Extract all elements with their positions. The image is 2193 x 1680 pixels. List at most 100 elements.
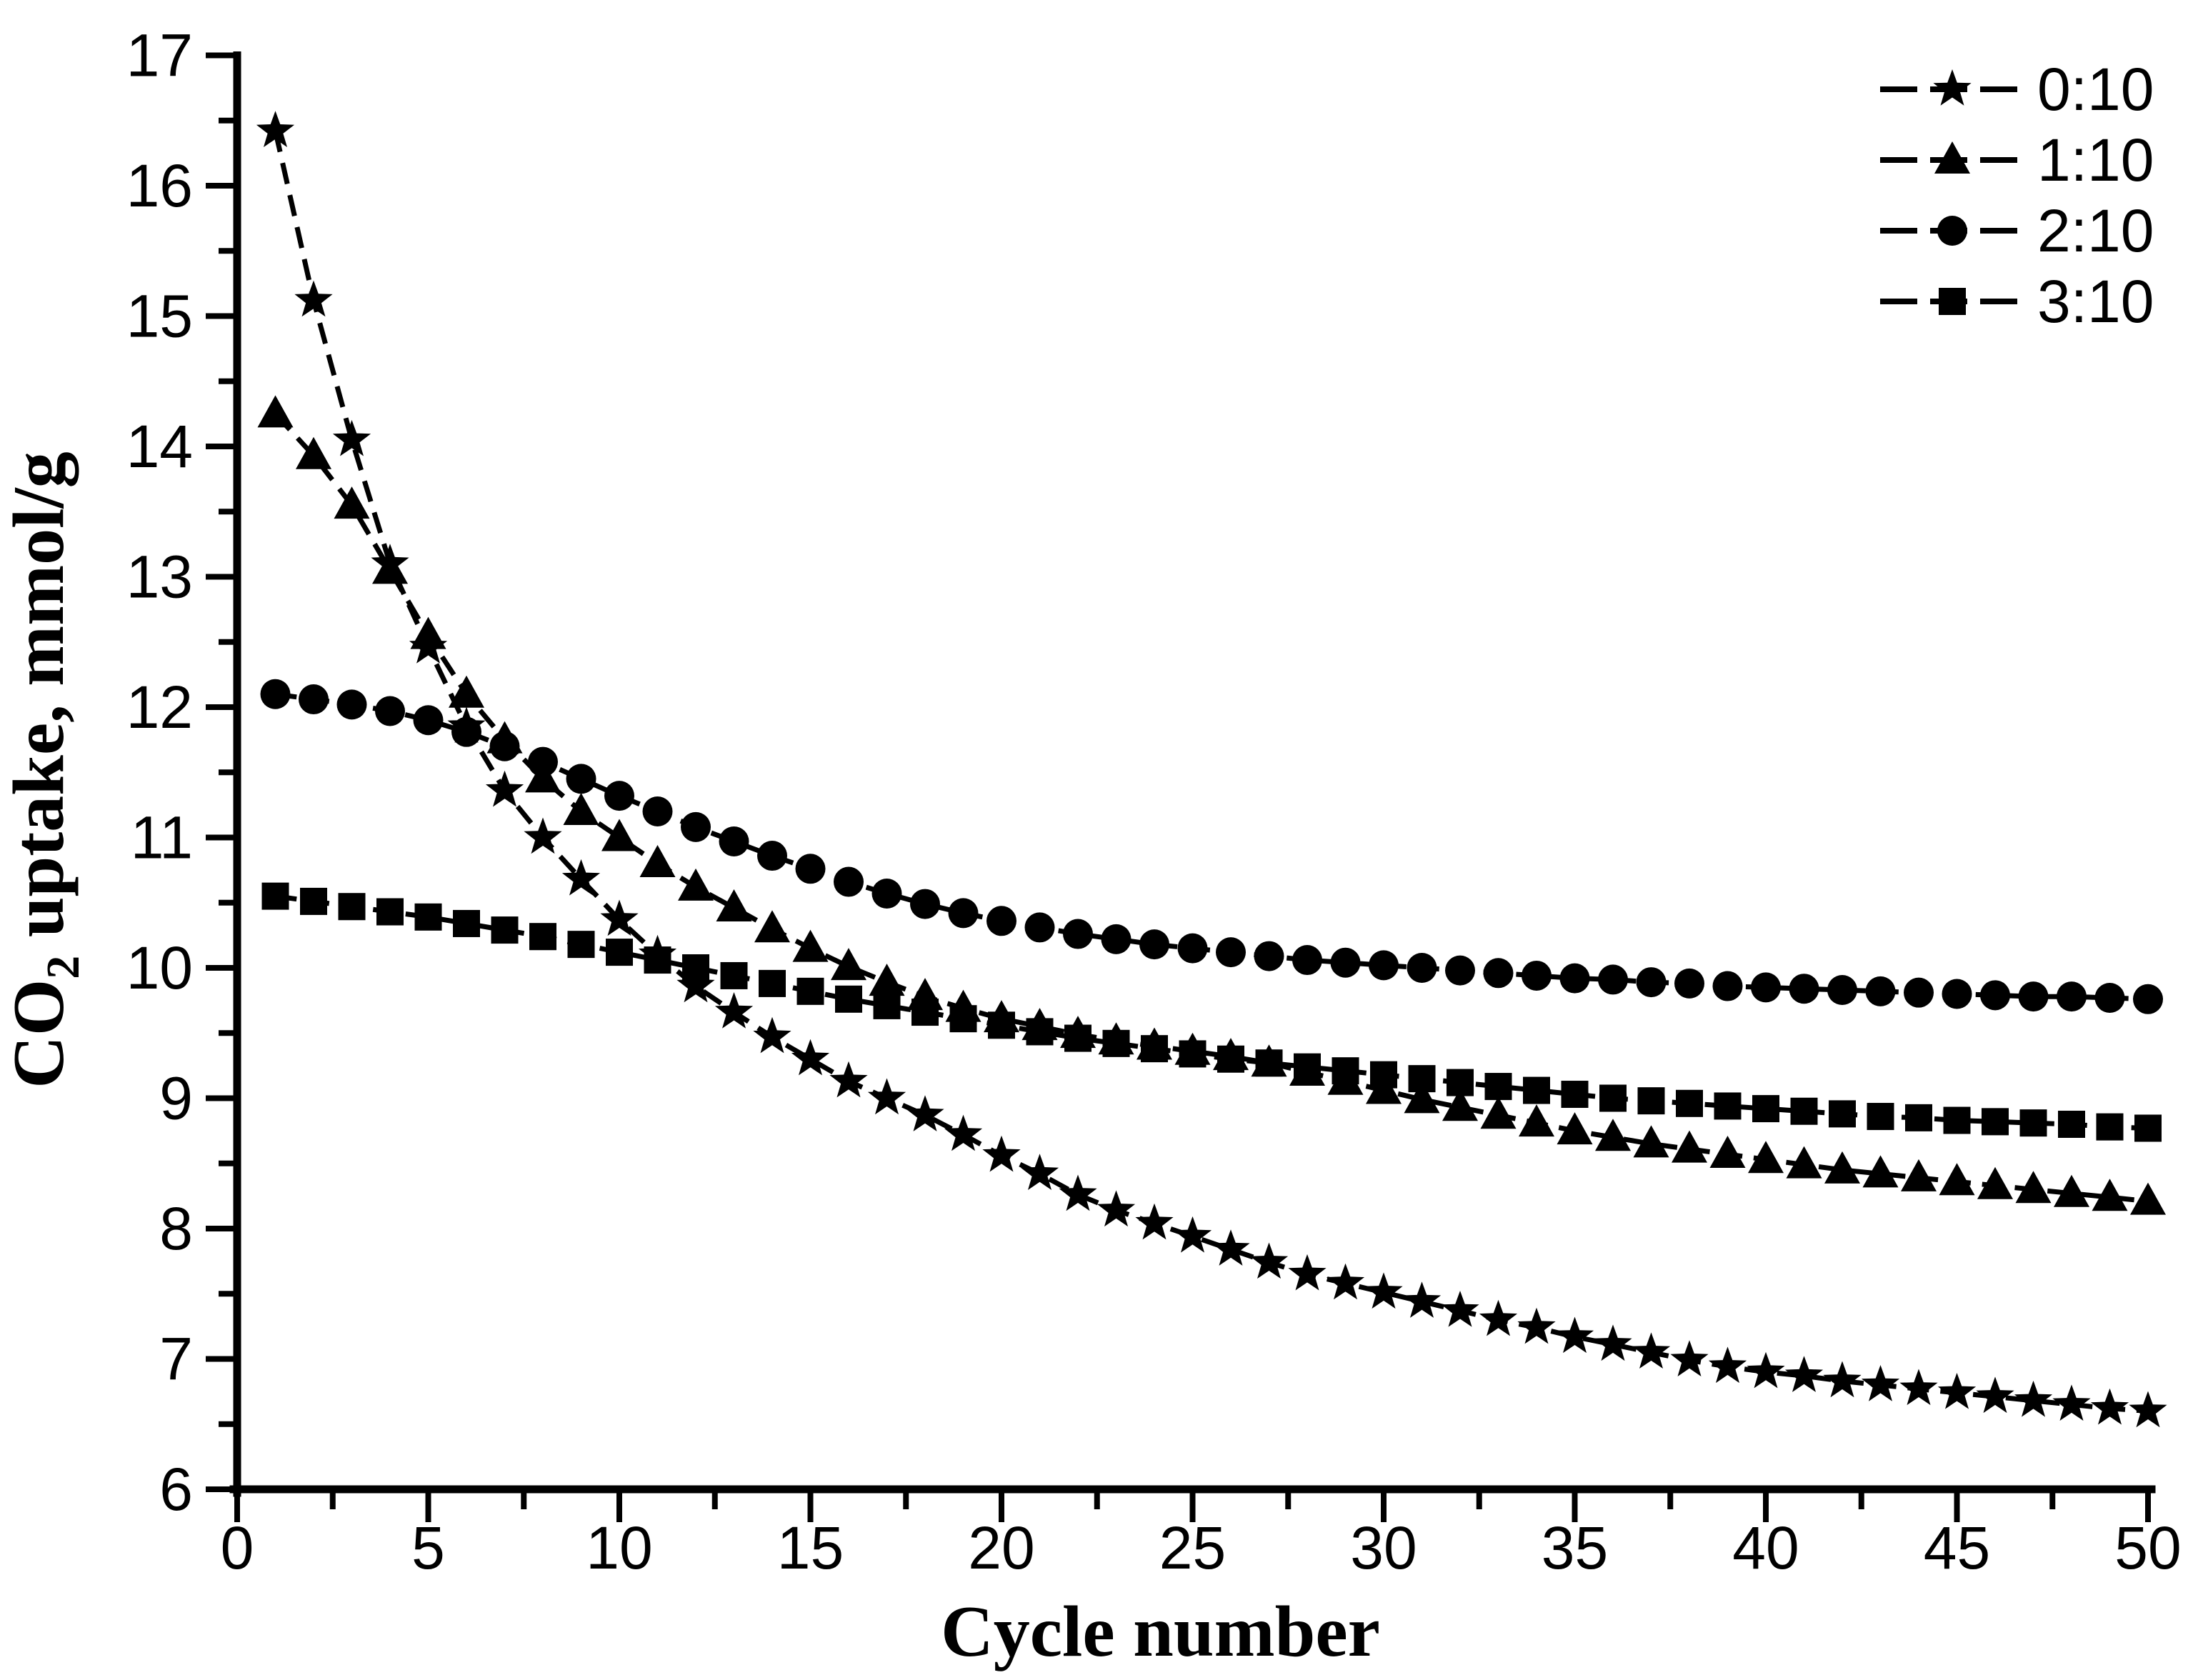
series-3-10 (261, 882, 2162, 1142)
y-tick-label: 16 (126, 152, 193, 219)
square-marker (911, 999, 939, 1026)
triangle-marker (869, 964, 905, 996)
star-marker (829, 1061, 868, 1098)
star-marker (1670, 1340, 1709, 1376)
y-tick-label: 14 (126, 413, 193, 480)
series-1-10-markers (257, 395, 2166, 1215)
series-2-10-markers (260, 679, 2163, 1014)
circle-marker (566, 764, 596, 794)
circle-marker (1292, 945, 1322, 976)
y-tick-label: 15 (126, 283, 193, 350)
star-marker (2052, 1384, 2091, 1421)
star-marker (2014, 1380, 2053, 1417)
star-marker (1364, 1272, 1403, 1309)
circle-marker (910, 889, 940, 919)
circle-marker (336, 689, 367, 720)
square-marker (1102, 1029, 1130, 1057)
x-tick-label: 5 (411, 1514, 445, 1581)
triangle-marker (257, 395, 294, 428)
square-marker (1026, 1018, 1054, 1046)
circle-marker (948, 898, 979, 929)
star-marker (1747, 1351, 1785, 1389)
star-marker (1517, 1307, 1556, 1344)
square-marker (1217, 1045, 1244, 1073)
square-marker (1561, 1081, 1589, 1109)
legend-item-1-10: 1:10 (1880, 126, 2154, 194)
triangle-marker (1748, 1141, 1784, 1174)
circle-marker (719, 826, 749, 856)
triangle-marker (2054, 1174, 2089, 1207)
circle-marker (489, 731, 520, 761)
circle-marker (1101, 924, 1132, 954)
series-3-10-markers (261, 882, 2162, 1142)
x-axis-title: Cycle number (941, 1591, 1380, 1672)
circle-marker (1024, 912, 1055, 943)
square-marker (1943, 1106, 1971, 1134)
legend-item-2-10: 2:10 (1880, 197, 2154, 264)
circle-marker (1139, 929, 1169, 960)
y-tick-label: 13 (126, 544, 193, 611)
triangle-marker (1939, 1163, 1975, 1196)
star-marker (1441, 1291, 1479, 1327)
star-marker (1594, 1324, 1632, 1361)
square-marker (491, 916, 519, 944)
square-marker (873, 991, 901, 1019)
square-marker (1829, 1100, 1856, 1128)
x-tick-label: 10 (586, 1514, 652, 1581)
circle-marker (1751, 972, 1781, 1003)
x-tick-label: 45 (1924, 1514, 1990, 1581)
triangle-marker (2092, 1179, 2128, 1211)
star-marker (1899, 1369, 1938, 1406)
square-marker (2096, 1113, 2124, 1141)
star-marker (524, 817, 562, 854)
circle-marker (681, 811, 711, 842)
square-marker (1064, 1024, 1091, 1052)
x-tick-label: 30 (1350, 1514, 1417, 1581)
star-marker (906, 1095, 944, 1131)
circle-marker (528, 746, 558, 777)
star-marker (1555, 1316, 1594, 1354)
square-marker (1255, 1049, 1283, 1077)
triangle-marker (1595, 1119, 1631, 1151)
star-marker (1020, 1154, 1059, 1190)
triangle-marker (1557, 1112, 1593, 1145)
star-marker (485, 770, 524, 807)
square-marker (1790, 1097, 1818, 1125)
legend-label: 3:10 (2037, 268, 2154, 335)
star-marker (332, 419, 371, 456)
square-marker (2058, 1111, 2085, 1138)
circle-marker (2133, 984, 2163, 1014)
x-tick-label: 35 (1542, 1514, 1608, 1581)
x-tick-label: 0 (221, 1514, 254, 1581)
square-marker (1637, 1087, 1665, 1115)
series-2-10-line (275, 691, 2149, 1002)
x-tick-labels: 0 5 10 15 20 25 30 35 40 45 50 (221, 1514, 2182, 1581)
triangle-marker (678, 868, 714, 901)
square-marker (1905, 1104, 1932, 1131)
y-tick-label: 11 (131, 804, 193, 871)
triangle-marker (334, 486, 370, 519)
circle-marker (2094, 982, 2125, 1013)
star-marker (1976, 1376, 2014, 1414)
square-marker (414, 903, 442, 931)
square-marker (1141, 1035, 1168, 1063)
circle-marker (757, 841, 787, 871)
star-marker (1632, 1332, 1671, 1369)
triangle-marker (1901, 1159, 1937, 1191)
series-1-10 (257, 395, 2166, 1215)
square-marker (1332, 1057, 1359, 1085)
triangle-marker (449, 675, 484, 708)
circle-marker (2057, 981, 2087, 1012)
triangle-marker (563, 793, 599, 825)
triangle-marker (831, 948, 866, 981)
y-tick-labels: 6 7 8 9 10 11 12 13 14 15 16 17 (126, 22, 193, 1524)
circle-marker (1445, 955, 1475, 986)
star-marker (982, 1135, 1021, 1172)
legend-label: 0:10 (2037, 56, 2154, 123)
square-marker (988, 1011, 1015, 1039)
square-marker (261, 882, 289, 910)
star-marker (1288, 1254, 1327, 1291)
y-tick-label: 12 (126, 674, 193, 741)
